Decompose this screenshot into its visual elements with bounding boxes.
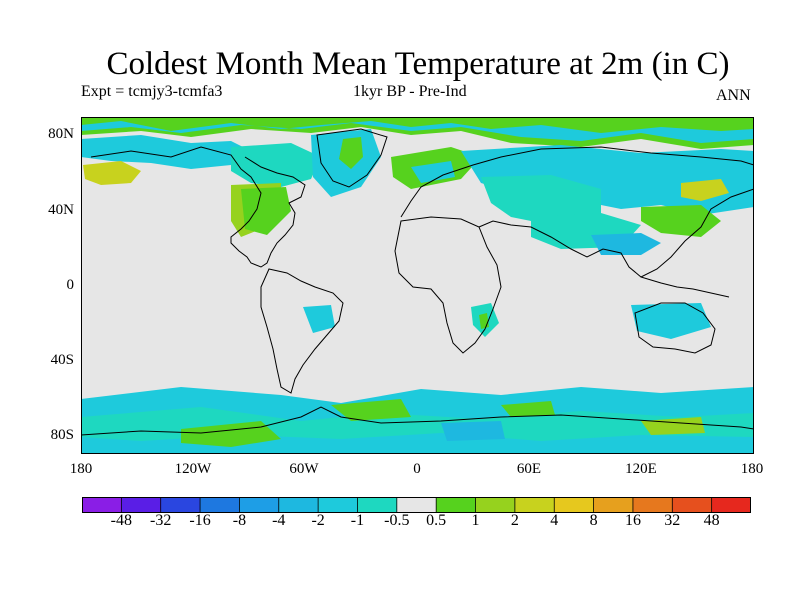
field-east-asia-green: [641, 205, 721, 237]
colorbar-tick-label: -2: [311, 512, 325, 529]
field-arctic-cyan: [81, 121, 754, 143]
colorbar-tick-label: -1: [350, 512, 365, 529]
colorbar-cell: [514, 497, 556, 513]
field-siberia-cyan: [461, 145, 754, 215]
lon-label-120w: 120W: [174, 461, 212, 477]
field-greenland-green: [339, 137, 363, 169]
colorbar-frame: [82, 497, 751, 513]
colorbar-tick-label: 1: [471, 512, 480, 529]
period-label: 1kyr BP - Pre-Ind: [353, 83, 467, 100]
lat-label-80n: 80N: [48, 126, 74, 142]
colorbar-cell: [199, 497, 241, 513]
map-title: Coldest Month Mean Temperature at 2m (in…: [106, 46, 730, 82]
coast-australia: [634, 302, 716, 354]
colorbar-cell: [671, 497, 713, 513]
field-europe-cyan: [411, 161, 455, 183]
field-alaska-cyan: [81, 135, 251, 169]
colorbar-tick-label: 48: [703, 512, 720, 529]
coastlines: [81, 128, 754, 436]
coast-south-america: [260, 268, 344, 394]
field-himalaya-cyan: [591, 233, 661, 255]
coast-antarctica: [81, 406, 754, 436]
lon-label-0: 0: [413, 461, 421, 477]
colorbar-tick-label: 8: [589, 512, 598, 529]
field-australia-cyan: [631, 303, 711, 339]
colorbar-cell: [435, 497, 477, 513]
coast-eurasia: [400, 146, 754, 278]
field-alaska-yellow: [83, 161, 141, 185]
colorbar-tick-label: 32: [664, 512, 681, 529]
field-southern-green-3: [501, 401, 555, 417]
colorbar-tick-label: -16: [189, 512, 211, 529]
colorbar-cell: [317, 497, 359, 513]
colorbar-cell: [82, 497, 123, 513]
colorbar-cell: [632, 497, 674, 513]
lon-label-60w: 60W: [289, 461, 319, 477]
coast-north-america: [90, 146, 306, 268]
season-label: ANN: [716, 87, 751, 104]
colorbar: [82, 497, 751, 513]
field-canada-cyan: [231, 143, 321, 187]
colorbar-cell: [396, 497, 438, 513]
coast-indonesia: [640, 276, 730, 298]
lat-label-40n: 40N: [48, 202, 74, 218]
field-samerica-cyan: [303, 305, 335, 333]
field-southern-blue: [441, 421, 505, 441]
colorbar-cell: [357, 497, 398, 513]
colorbar-tick-label: -0.5: [384, 512, 410, 529]
colorbar-tick-label: -8: [232, 512, 247, 529]
lon-label-180e: 180: [740, 461, 764, 477]
field-southern-green-2: [331, 399, 411, 421]
colorbar-tick-label: 2: [510, 512, 519, 529]
world-map: [81, 117, 754, 454]
coast-greenland: [316, 128, 388, 188]
colorbar-tick-label: -48: [110, 512, 132, 529]
lat-label-80s: 80S: [50, 427, 74, 443]
colorbar-cell: [239, 497, 280, 513]
colorbar-tick-label: -4: [272, 512, 286, 529]
colorbar-tick-label: 16: [624, 512, 641, 529]
colorbar-cell: [711, 497, 751, 513]
colorbar-cell: [278, 497, 320, 513]
field-east-asia-yellow: [681, 179, 729, 201]
colorbar-cell: [553, 497, 595, 513]
lat-label-0: 0: [66, 277, 75, 293]
colorbar-tick-label: 0.5: [426, 512, 447, 529]
colorbar-tick-label: -32: [150, 512, 172, 529]
colorbar-cell: [475, 497, 516, 513]
anomaly-fields: [81, 117, 754, 454]
lon-label-180w: 180: [69, 461, 93, 477]
field-na-east-lightgreen: [241, 187, 291, 235]
colorbar-cell: [120, 497, 162, 513]
colorbar-cell: [593, 497, 634, 513]
experiment-label: Expt = tcmjy3-tcmfa3: [81, 83, 223, 100]
lon-label-60e: 60E: [516, 461, 542, 477]
colorbar-cell: [160, 497, 201, 513]
lat-label-40s: 40S: [50, 352, 74, 368]
field-asia-lightcyan: [481, 175, 601, 225]
lon-label-120e: 120E: [625, 461, 657, 477]
map-frame: [81, 117, 754, 454]
colorbar-tick-label: 4: [550, 512, 559, 529]
field-arctic-green: [81, 117, 754, 149]
